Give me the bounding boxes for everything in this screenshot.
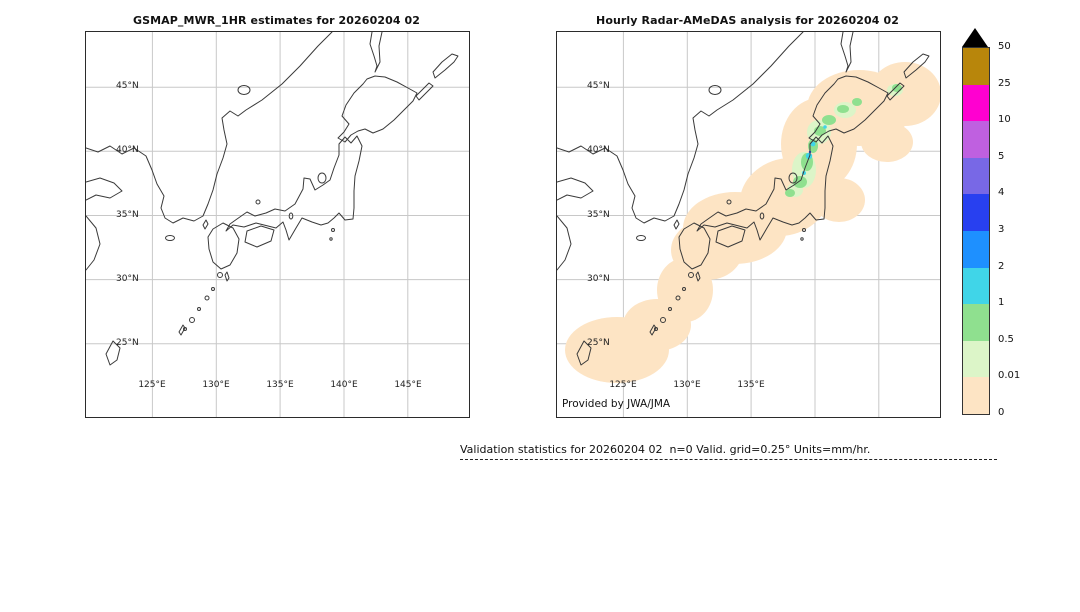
lon-tick-130e: 130°E xyxy=(202,380,230,390)
colorbar-segment xyxy=(963,340,989,378)
colorbar-tick-label: 4 xyxy=(998,187,1005,199)
gsmap-map-panel: 45°N 40°N 35°N 30°N 25°N 125°E 130°E 135… xyxy=(85,31,470,418)
lon-tick-125e: 125°E xyxy=(138,380,166,390)
colorbar-overflow-arrow xyxy=(962,28,988,47)
lat-tick-40n: 40°N xyxy=(116,145,139,155)
colorbar-tick-label: 5 xyxy=(998,150,1005,162)
radar-map-canvas xyxy=(557,32,940,417)
colorbar-tick-label: 50 xyxy=(998,41,1011,52)
colorbar-segment xyxy=(963,84,989,122)
colorbar-tick-label: 2 xyxy=(998,260,1005,272)
colorbar-segment xyxy=(963,230,989,268)
lon-tick-125e: 125°E xyxy=(609,380,637,390)
lon-tick-135e: 135°E xyxy=(266,380,294,390)
radar-map-panel: 45°N 40°N 35°N 30°N 25°N 125°E 130°E 135… xyxy=(556,31,941,418)
colorbar-segment xyxy=(963,194,989,231)
colorbar-segment xyxy=(963,121,989,158)
lat-tick-30n: 30°N xyxy=(587,274,610,284)
colorbar: 50 25 10 5 4 3 2 1 0.5 0.01 0 xyxy=(962,28,1080,418)
lat-tick-30n: 30°N xyxy=(116,274,139,284)
lat-tick-45n: 45°N xyxy=(116,81,139,91)
precipitation-layer xyxy=(565,62,940,383)
colorbar-tick-label: 25 xyxy=(998,77,1011,89)
lon-tick-130e: 130°E xyxy=(673,380,701,390)
radar-panel-title: Hourly Radar-AMeDAS analysis for 2026020… xyxy=(596,14,899,27)
gsmap-panel-title: GSMAP_MWR_1HR estimates for 20260204 02 xyxy=(132,14,421,27)
colorbar-tick-label: 0.01 xyxy=(998,370,1021,382)
lat-tick-40n: 40°N xyxy=(587,145,610,155)
lon-tick-140e: 140°E xyxy=(330,380,358,390)
lat-tick-35n: 35°N xyxy=(116,210,139,220)
colorbar-segment xyxy=(963,377,989,414)
gsmap-map-canvas xyxy=(86,32,469,417)
colorbar-tick-label: 3 xyxy=(998,224,1005,235)
lat-tick-35n: 35°N xyxy=(587,210,610,220)
colorbar-scale xyxy=(962,47,990,415)
colorbar-tick-label: 0 xyxy=(998,407,1005,418)
colorbar-tick-label: 1 xyxy=(998,297,1005,309)
lon-tick-145e: 145°E xyxy=(394,380,422,390)
provided-by-credit: Provided by JWA/JMA xyxy=(562,398,671,410)
lat-tick-45n: 45°N xyxy=(587,81,610,91)
colorbar-segment xyxy=(963,48,989,85)
colorbar-segment xyxy=(963,157,989,195)
colorbar-tick-label: 10 xyxy=(998,114,1011,126)
lon-tick-135e: 135°E xyxy=(737,380,765,390)
colorbar-segment xyxy=(963,304,989,341)
colorbar-segment xyxy=(963,267,989,305)
validation-statistics-text: Validation statistics for 20260204 02 n=… xyxy=(460,443,871,456)
lat-tick-25n: 25°N xyxy=(116,338,139,348)
lat-tick-25n: 25°N xyxy=(587,338,610,348)
coastlines xyxy=(86,32,459,366)
dashed-rule xyxy=(460,459,997,460)
colorbar-tick-label: 0.5 xyxy=(998,333,1014,345)
